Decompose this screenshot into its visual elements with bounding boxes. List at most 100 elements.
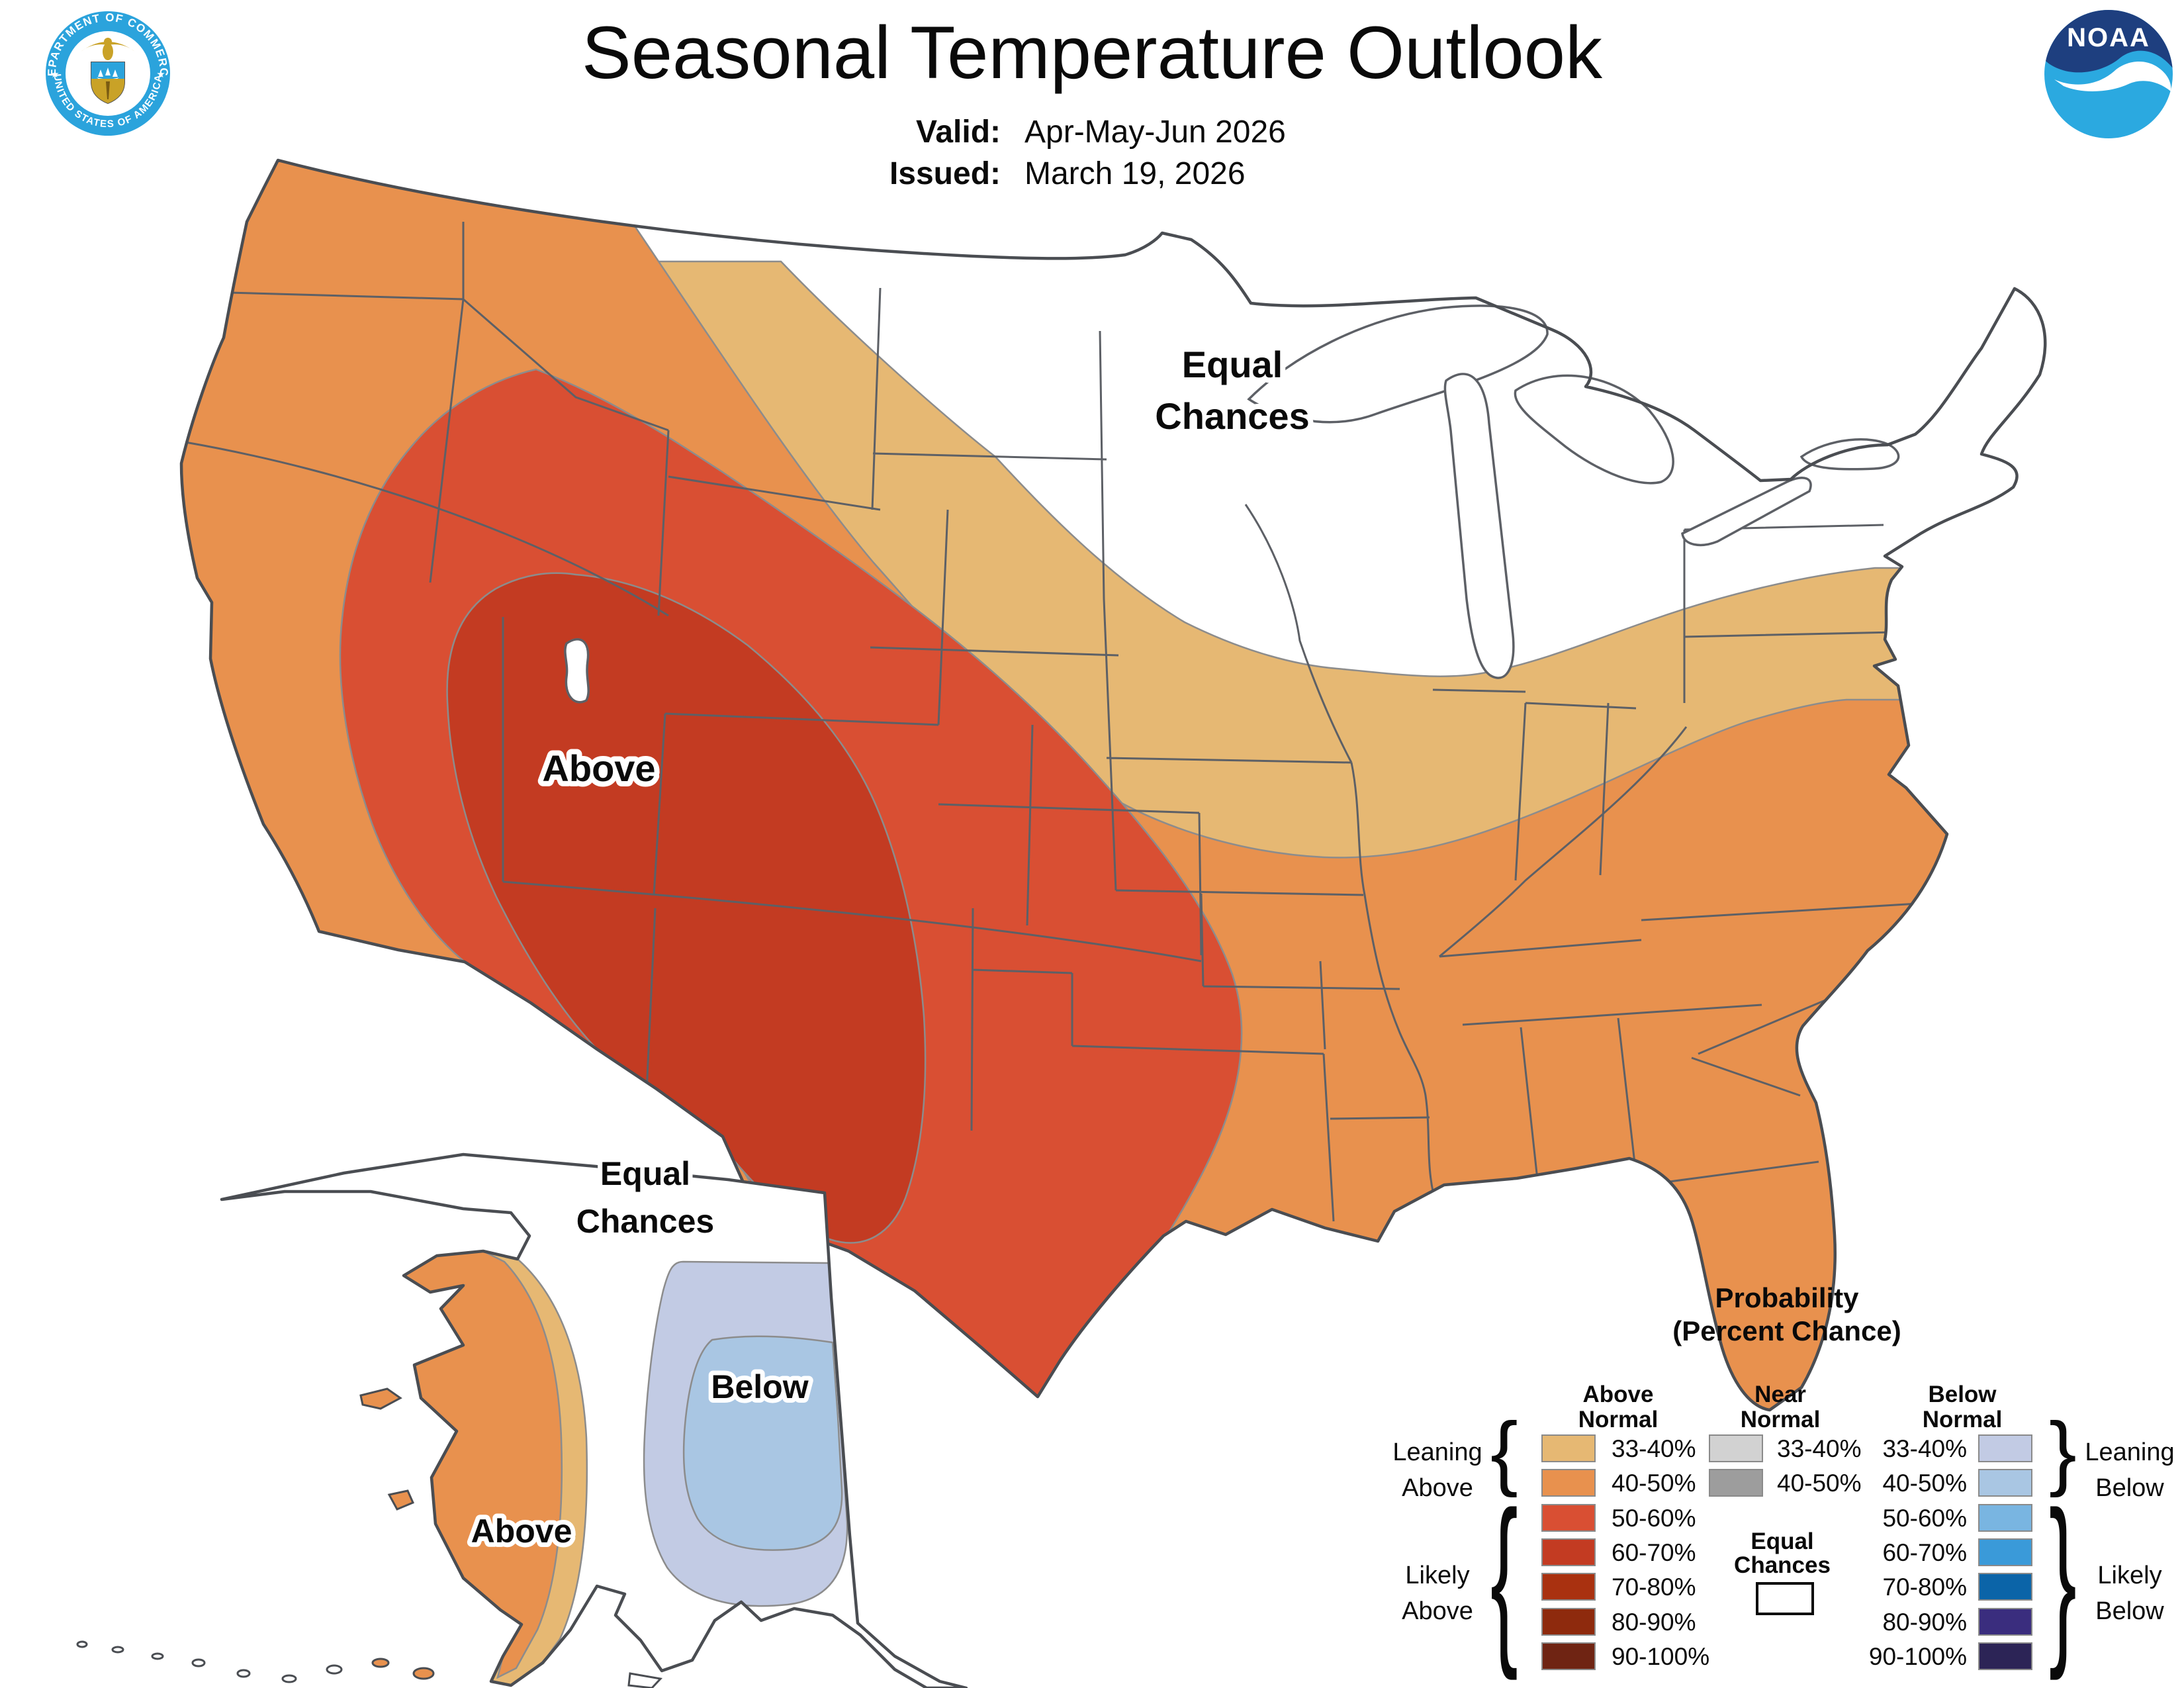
legend-swatch-near-40-50 (1709, 1469, 1763, 1497)
legend-range-above-70-80: 70-80% (1612, 1573, 1696, 1601)
likely-above-label-line2: Above (1402, 1597, 1473, 1625)
noaa-bird-icon (2054, 62, 2171, 91)
legend-swatch-below-40-50 (1978, 1469, 2032, 1497)
brace-leaning-above: { (1490, 1406, 1518, 1498)
leaning-above-label-line2: Above (1402, 1474, 1473, 1502)
legend-range-below-50-60: 50-60% (1882, 1505, 1967, 1532)
aleutian-island (191, 1658, 206, 1667)
brace-likely-below: } (2049, 1474, 2077, 1681)
brace-likely-above: { (1490, 1474, 1518, 1681)
great-salt-lake (564, 638, 590, 704)
lake-erie (1681, 477, 1812, 547)
conus-outline (179, 158, 2047, 1412)
conus-equal-chances-label-line2: Chances (1155, 395, 1309, 437)
aleutian-island (281, 1674, 297, 1683)
legend-swatch-below-50-60 (1978, 1504, 2032, 1532)
aleutian-island (76, 1640, 88, 1648)
alaska-map: Equal Chances Below Above (76, 1150, 968, 1688)
kodiak-island (627, 1672, 662, 1688)
page-title: Seasonal Temperature Outlook (582, 11, 1603, 94)
legend-range-near-33-40: 33-40% (1777, 1435, 1862, 1462)
header: Seasonal Temperature Outlook Valid: Apr-… (582, 11, 1603, 191)
state-boundaries (185, 222, 1919, 1222)
aleutian-island (111, 1646, 124, 1654)
likely-above-label-line1: Likely (1405, 1562, 1469, 1589)
brace-leaning-below: } (2049, 1406, 2077, 1498)
legend-swatch-below-90-100 (1978, 1642, 2032, 1670)
legend-range-below-40-50: 40-50% (1882, 1470, 1967, 1497)
eagle-icon (81, 38, 135, 60)
legend-swatch-above-40-50 (1541, 1469, 1596, 1497)
commerce-seal-star-left: ★ (50, 69, 59, 80)
legend-swatch-equal-chances (1756, 1582, 1814, 1615)
legend: Probability (Percent Chance) Above Norma… (1392, 1282, 2174, 1681)
shield-icon (91, 62, 125, 105)
below-normal-column: 33-40% 40-50% 50-60% 60-70% 70-80% 80-90… (1869, 1434, 2032, 1670)
alaska-outline (220, 1152, 968, 1688)
legend-swatch-below-60-70 (1978, 1538, 2032, 1566)
alaska-band-above-40-50 (402, 1250, 563, 1679)
above-normal-header-line1: Above (1583, 1382, 1654, 1407)
st-lawrence-island (359, 1387, 402, 1410)
commerce-seal-star-right: ★ (156, 69, 165, 80)
legend-swatch-above-60-70 (1541, 1538, 1596, 1566)
legend-swatch-above-80-90 (1541, 1608, 1596, 1636)
lighthouse-icon (106, 81, 110, 99)
lake-superior (1247, 305, 1549, 424)
aleutian-island (151, 1652, 164, 1660)
alaska-equal-chances-label-line2: Chances (576, 1203, 714, 1240)
legend-range-above-60-70: 60-70% (1612, 1539, 1696, 1566)
commerce-seal: DEPARTMENT OF COMMERCE UNITED STATES OF … (40, 1, 170, 136)
legend-title-line2: (Percent Chance) (1672, 1315, 1901, 1346)
valid-label: Valid: (916, 115, 1001, 150)
great-lakes (1247, 305, 1900, 679)
above-normal-column: 33-40% 40-50% 50-60% 60-70% 70-80% 80-90… (1541, 1434, 1709, 1670)
legend-swatch-below-33-40 (1978, 1434, 2032, 1462)
legend-equal-chances-line2: Chances (1734, 1552, 1831, 1578)
legend-range-above-90-100: 90-100% (1612, 1643, 1709, 1670)
below-normal-header-line2: Normal (1923, 1407, 2003, 1432)
legend-range-above-80-90: 80-90% (1612, 1609, 1696, 1636)
legend-range-below-33-40: 33-40% (1882, 1435, 1967, 1462)
legend-range-below-60-70: 60-70% (1882, 1539, 1967, 1566)
alaska-equal-chances-label-line1: Equal (600, 1155, 690, 1192)
below-normal-header-line1: Below (1928, 1382, 1997, 1407)
band-above-60-70 (446, 572, 927, 1244)
legend-range-below-90-100: 90-100% (1869, 1643, 1967, 1670)
lake-michigan (1443, 373, 1515, 679)
aleutian-island (412, 1667, 435, 1680)
legend-range-below-80-90: 80-90% (1882, 1609, 1967, 1636)
alaska-islands (76, 1387, 662, 1688)
likely-below-label-line2: Below (2095, 1597, 2164, 1625)
leaning-below-label-line1: Leaning (2085, 1438, 2174, 1466)
aleutian-island (371, 1658, 390, 1668)
aleutian-island (236, 1669, 251, 1678)
lake-huron (1514, 374, 1674, 485)
issued-value: March 19, 2026 (1024, 156, 1246, 191)
alaska-above-label: Above (471, 1513, 572, 1550)
conus-equal-chances-label-line1: Equal (1182, 344, 1283, 385)
legend-range-above-50-60: 50-60% (1612, 1505, 1696, 1532)
above-normal-header-line2: Normal (1578, 1407, 1659, 1432)
legend-swatch-below-70-80 (1978, 1573, 2032, 1601)
alaska-below-label: Below (711, 1368, 808, 1405)
legend-range-near-40-50: 40-50% (1777, 1470, 1862, 1497)
legend-equal-chances-line1: Equal (1751, 1528, 1813, 1554)
issued-label: Issued: (889, 156, 1001, 191)
near-normal-header-line1: Near (1754, 1382, 1806, 1407)
legend-swatch-near-33-40 (1709, 1434, 1763, 1462)
legend-title-line1: Probability (1715, 1282, 1859, 1313)
near-normal-header-line2: Normal (1741, 1407, 1821, 1432)
legend-range-above-33-40: 33-40% (1612, 1435, 1696, 1462)
legend-range-above-40-50: 40-50% (1612, 1470, 1696, 1497)
likely-below-label-line1: Likely (2097, 1562, 2161, 1589)
legend-swatch-above-33-40 (1541, 1434, 1596, 1462)
leaning-above-label-line1: Leaning (1392, 1438, 1482, 1466)
noaa-logo-text: NOAA (2067, 23, 2150, 52)
legend-range-below-70-80: 70-80% (1882, 1573, 1967, 1601)
aleutian-island (326, 1664, 343, 1675)
valid-value: Apr-May-Jun 2026 (1024, 115, 1286, 150)
legend-swatch-above-50-60 (1541, 1504, 1596, 1532)
